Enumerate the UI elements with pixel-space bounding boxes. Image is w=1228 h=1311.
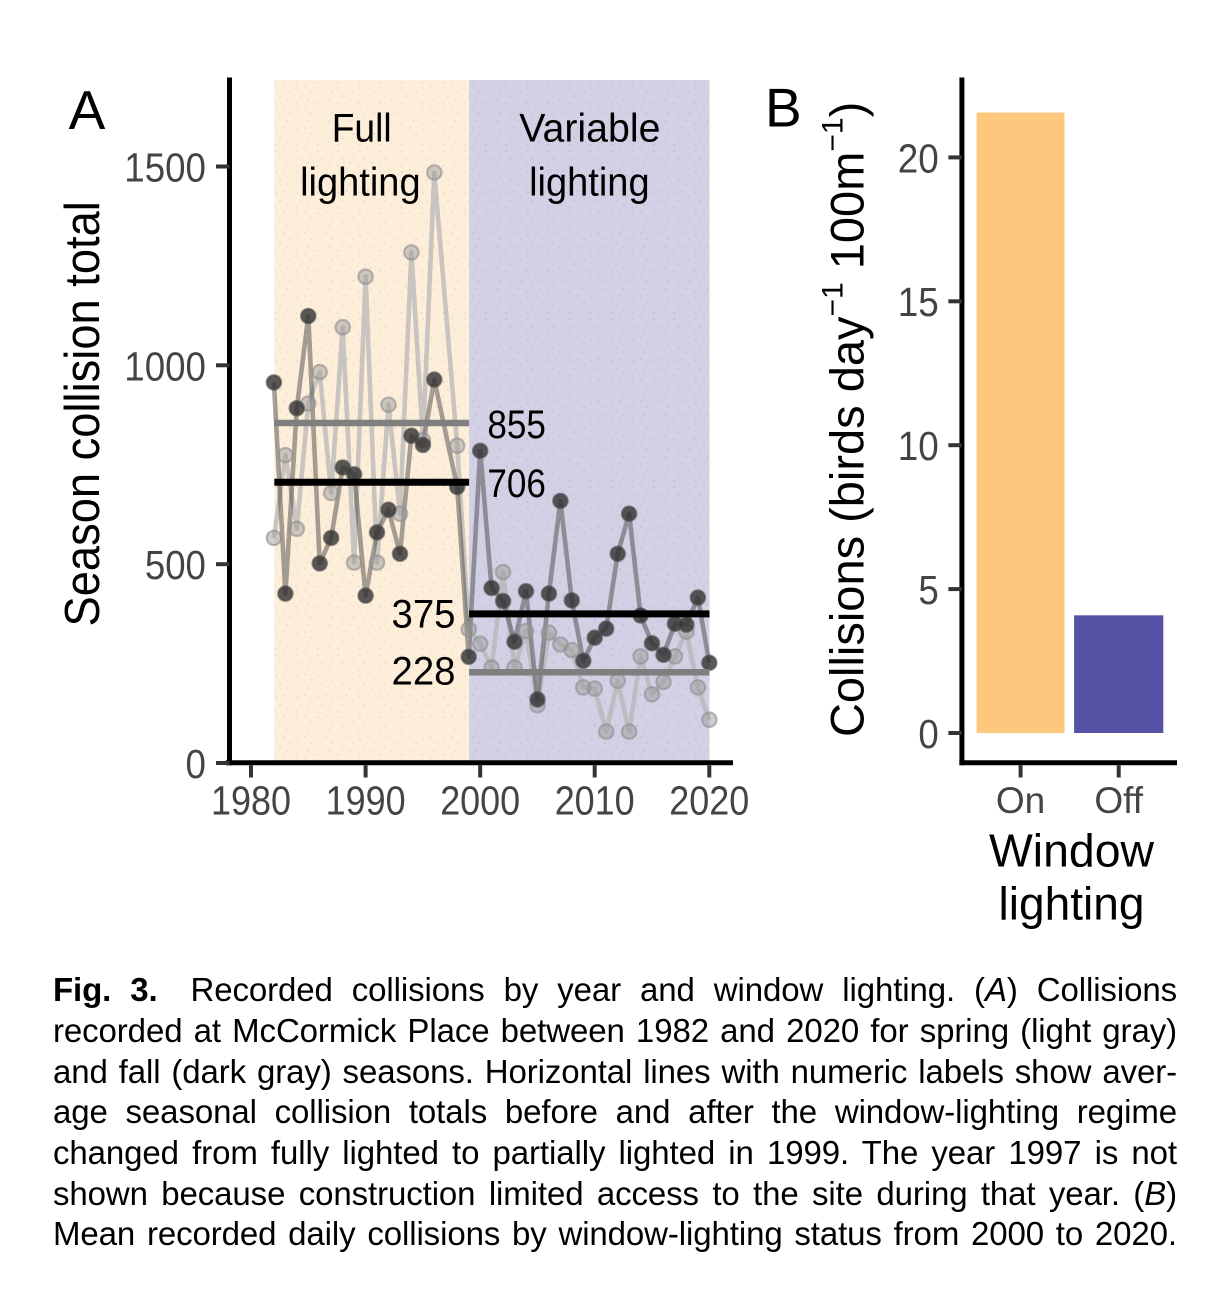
svg-text:Full: Full: [332, 106, 392, 150]
svg-text:5: 5: [918, 567, 938, 613]
svg-text:1990: 1990: [326, 777, 406, 823]
svg-text:1980: 1980: [211, 777, 291, 823]
svg-text:2020: 2020: [669, 777, 749, 823]
svg-text:228: 228: [392, 650, 456, 694]
svg-text:10: 10: [898, 423, 939, 469]
svg-text:A: A: [69, 79, 106, 141]
svg-text:On: On: [996, 780, 1045, 821]
svg-text:706: 706: [487, 462, 546, 506]
svg-text:2000: 2000: [440, 777, 520, 823]
svg-text:0: 0: [918, 711, 938, 757]
svg-text:B: B: [765, 77, 802, 139]
svg-text:855: 855: [487, 403, 546, 447]
svg-text:Window: Window: [989, 825, 1155, 877]
svg-text:Off: Off: [1094, 780, 1143, 821]
svg-text:15: 15: [898, 279, 939, 325]
svg-text:Variable: Variable: [519, 106, 660, 150]
svg-text:lighting: lighting: [300, 160, 421, 204]
svg-text:1500: 1500: [124, 145, 206, 191]
svg-text:lighting: lighting: [999, 878, 1145, 930]
svg-text:Collisions (birds day−1 100m−1: Collisions (birds day−1 100m−1): [817, 102, 874, 737]
svg-text:375: 375: [392, 593, 456, 637]
svg-text:500: 500: [145, 542, 206, 588]
svg-text:1000: 1000: [124, 343, 206, 389]
svg-text:Season collision total: Season collision total: [56, 201, 110, 626]
svg-text:0: 0: [186, 741, 206, 787]
svg-text:20: 20: [898, 135, 939, 181]
svg-text:lighting: lighting: [529, 160, 650, 204]
svg-text:2010: 2010: [555, 777, 635, 823]
